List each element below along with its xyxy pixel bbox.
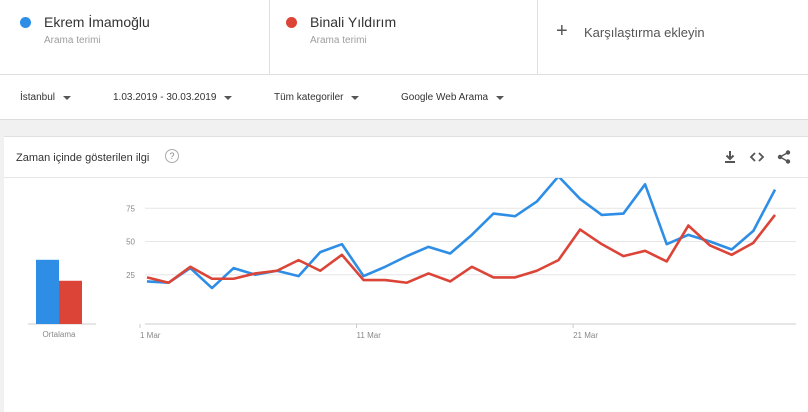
interest-chart[interactable]: 25 50 75 100 1 Mar 11 Mar 21 Mar Ortalama [4, 178, 808, 412]
search-term-subtitle: Arama terimi [44, 35, 101, 46]
series-lines [146, 178, 777, 290]
dropdown-arrow-icon [63, 95, 72, 100]
search-term-name[interactable]: Binali Yıldırım [310, 14, 397, 30]
dropdown-arrow-icon [351, 95, 360, 100]
download-icon[interactable] [722, 149, 738, 165]
date-range-value: 1.03.2019 - 30.03.2019 [113, 92, 217, 103]
filters-bar: İstanbul 1.03.2019 - 30.03.2019 Tüm kate… [0, 75, 808, 120]
plus-icon: + [556, 20, 568, 42]
search-terms-bar: Ekrem İmamoğlu Arama terimi Binali Yıldı… [0, 0, 808, 75]
date-range-dropdown[interactable]: 1.03.2019 - 30.03.2019 [113, 92, 233, 103]
search-type-value: Google Web Arama [401, 92, 489, 103]
card-header: Zaman içinde gösterilen ilgi ? [4, 137, 808, 178]
y-tick-label: 50 [126, 238, 135, 247]
embed-code-icon[interactable] [749, 149, 765, 165]
series-line[interactable] [146, 178, 777, 290]
search-term-card-2[interactable]: Binali Yıldırım Arama terimi [270, 0, 538, 75]
category-value: Tüm kategoriler [274, 92, 344, 103]
y-tick-label: 100 [122, 178, 136, 180]
axis-labels: 25 50 75 100 1 Mar 11 Mar 21 Mar Ortalama [43, 178, 599, 340]
card-title: Zaman içinde gösterilen ilgi [16, 152, 150, 164]
help-circle-icon[interactable]: ? [165, 149, 179, 163]
x-tick-label: 11 Mar [357, 331, 382, 340]
interest-over-time-card: Zaman içinde gösterilen ilgi ? 25 50 75 100… [4, 136, 808, 412]
region-value: İstanbul [20, 92, 56, 103]
dropdown-arrow-icon [496, 95, 505, 100]
add-comparison-button[interactable]: + Karşılaştırma ekleyin [538, 0, 808, 75]
add-comparison-label: Karşılaştırma ekleyin [584, 25, 705, 40]
search-term-subtitle: Arama terimi [310, 35, 367, 46]
average-bar[interactable] [36, 259, 59, 324]
average-bar[interactable] [59, 280, 82, 324]
category-dropdown[interactable]: Tüm kategoriler [274, 92, 360, 103]
x-tick-label: 1 Mar [140, 331, 161, 340]
x-tick-label: 21 Mar [573, 331, 598, 340]
share-icon[interactable] [776, 149, 792, 165]
search-term-card-1[interactable]: Ekrem İmamoğlu Arama terimi [4, 0, 270, 75]
y-tick-label: 25 [126, 271, 135, 280]
average-label: Ortalama [43, 330, 76, 339]
series-color-dot [286, 17, 297, 28]
series-color-dot [20, 17, 31, 28]
search-term-name[interactable]: Ekrem İmamoğlu [44, 14, 150, 30]
series-line[interactable] [146, 214, 777, 285]
average-bars [36, 259, 82, 324]
region-dropdown[interactable]: İstanbul [20, 92, 72, 103]
search-type-dropdown[interactable]: Google Web Arama [401, 92, 505, 103]
dropdown-arrow-icon [224, 95, 233, 100]
y-tick-label: 75 [126, 204, 135, 213]
